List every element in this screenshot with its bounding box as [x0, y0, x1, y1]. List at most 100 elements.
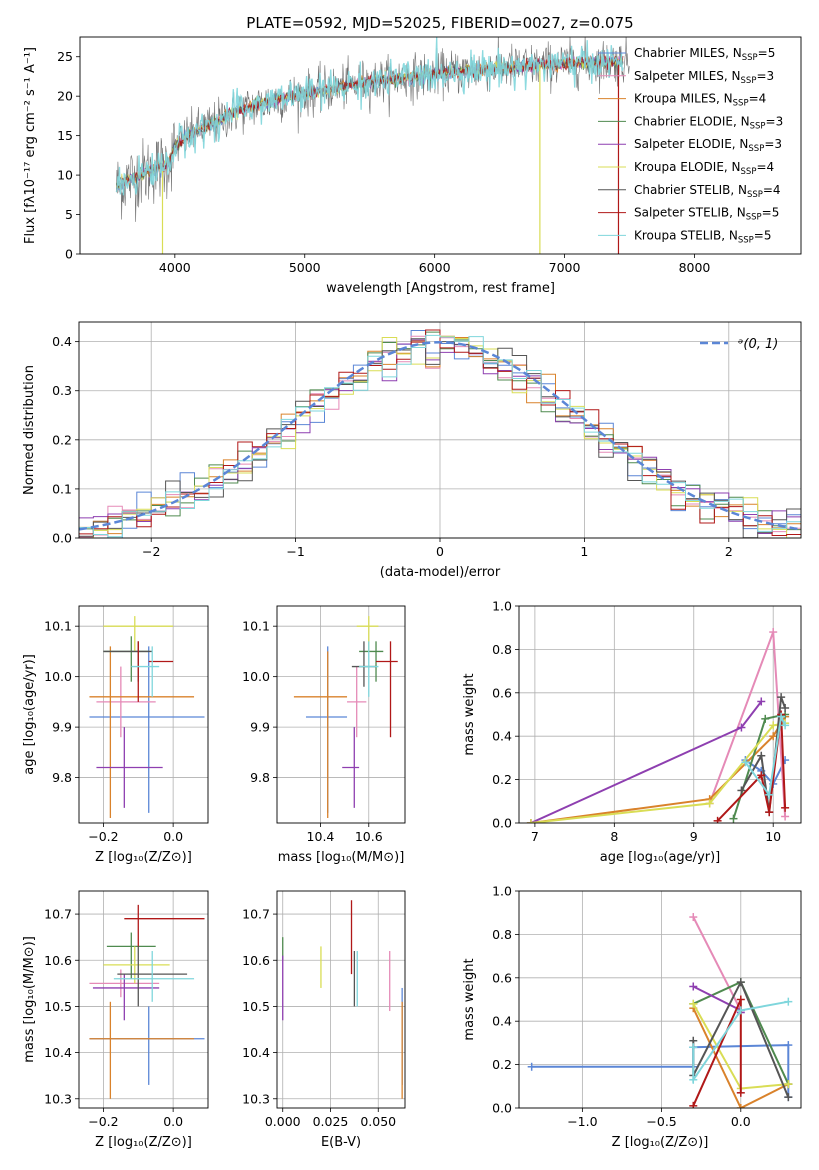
x-tick-label: 2 [725, 544, 733, 559]
x-tick-label: −1.0 [567, 1114, 597, 1129]
x-axis-label: Z [log₁₀(Z/Z⊙)] [95, 1135, 192, 1150]
series-line-salpeter-miles [692, 916, 742, 1011]
y-tick-label: 10.3 [44, 1091, 72, 1106]
y-tick-label: 0 [65, 247, 73, 262]
y-tick-label: 1.0 [492, 884, 512, 899]
legend-entry: Chabrier STELIB, NSSP=4 [634, 183, 781, 200]
legend-entry: Kroupa MILES, NSSP=4 [634, 92, 766, 109]
x-tick-label: 0.0 [731, 1114, 751, 1129]
series-line-kroupa-stelib [744, 713, 787, 798]
y-tick-label: 20 [57, 89, 73, 104]
spectrum-lines [115, 37, 630, 254]
weight_vs_age-axes: 7 8 9 10 0.0 0.2 0.4 0.6 0.8 1.0 age [log₁₀(age/yr… [462, 599, 801, 865]
y-axis-label: mass [log₁₀(M/M⊙)] [22, 936, 37, 1063]
series-line-chabrier-miles [531, 1044, 790, 1098]
x-tick-label: 5000 [289, 260, 321, 275]
mass_vs_Z-frame [78, 890, 209, 1109]
y-tick-label: 10.7 [44, 907, 72, 922]
x-tick-label: 4000 [159, 260, 191, 275]
mass_vs_ebv-axes: 0.000 0.025 0.050 10.3 10.4 10.5 10.6 10.7 E(B-V… [242, 891, 405, 1150]
y-tick-label: 10.0 [44, 669, 72, 684]
histogram-series [79, 329, 801, 538]
spectrum-axes: 4000 5000 6000 7000 8000 0 5 10 15 20 25 wavelength… [23, 47, 710, 296]
age_vs_mass-frame [276, 605, 406, 824]
weight_vs_Z-axes: −1.0 −0.5 0.0 0.0 0.2 0.4 0.6 0.8 1.0 Z [log₁₀(Z/… [462, 884, 801, 1150]
x-tick-label: 10.6 [355, 829, 383, 844]
series-line-kroupa-stelib [692, 1000, 789, 1084]
x-tick-label: 8 [610, 829, 618, 844]
x-tick-label: 7000 [549, 260, 581, 275]
y-tick-label: 0.2 [492, 1057, 512, 1072]
spectrum-frame [79, 36, 802, 255]
y-tick-label: 0.8 [492, 927, 512, 942]
weight_vs_age-series [526, 628, 790, 823]
legend-entry: Chabrier MILES, NSSP=5 [634, 46, 775, 63]
legend-entry: Kroupa STELIB, NSSP=5 [634, 228, 772, 245]
y-tick-label: 25 [57, 49, 73, 64]
x-tick-label: 7 [531, 829, 539, 844]
x-axis-label: wavelength [Angstrom, rest frame] [326, 281, 555, 296]
histogram-frame [78, 321, 802, 539]
spectrum-legend: Chabrier MILES, NSSP=5 Salpeter MILES, NS… [598, 46, 783, 245]
observed-spectrum-line [116, 37, 630, 222]
series-line-salpeter-stelib [716, 714, 787, 822]
x-tick-label: 0.025 [313, 1114, 349, 1129]
y-tick-label: 0.4 [492, 729, 512, 744]
x-tick-label: 1 [580, 544, 588, 559]
age_vs_Z-frame [78, 605, 209, 824]
y-tick-label: 0.0 [492, 1101, 512, 1116]
y-tick-label: 0.4 [52, 334, 72, 349]
x-tick-label: −0.2 [88, 829, 118, 844]
x-tick-label: 0.000 [265, 1114, 301, 1129]
mass_vs_Z-axes: −0.2 0.0 10.3 10.4 10.5 10.6 10.7 Z [log₁₀(Z/Z⊙… [22, 891, 208, 1150]
y-tick-label: 10.4 [44, 1045, 72, 1060]
y-tick-label: 10.6 [242, 953, 270, 968]
y-tick-label: 1.0 [492, 599, 512, 614]
x-tick-label: 0.050 [360, 1114, 396, 1129]
y-tick-label: 0.0 [492, 816, 512, 831]
mass_vs_Z-errorbars [89, 904, 205, 1099]
y-axis-label: Flux [fλ10⁻¹⁷ erg cm⁻² s⁻¹ A⁻¹] [23, 47, 38, 244]
series-line-chabrier-miles [744, 759, 786, 786]
x-axis-label: mass [log₁₀(M/M⊙)] [278, 850, 405, 865]
x-tick-label: 8000 [679, 260, 711, 275]
y-tick-label: 10.1 [44, 619, 72, 634]
y-tick-label: 0.6 [492, 685, 512, 700]
x-tick-label: −0.2 [88, 1114, 118, 1129]
x-axis-label: (data-model)/error [380, 565, 501, 580]
y-tick-label: 0.2 [492, 772, 512, 787]
y-tick-label: 0.8 [492, 642, 512, 657]
y-axis-label: mass weight [462, 673, 477, 755]
x-axis-label: age [log₁₀(age/yr)] [600, 850, 721, 865]
series-line-kroupa-miles [692, 1007, 789, 1108]
y-tick-label: 9.8 [52, 770, 72, 785]
y-tick-label: 15 [57, 128, 73, 143]
legend-entry: Salpeter MILES, NSSP=3 [634, 69, 774, 86]
mass_vs_ebv-errorbars [282, 900, 403, 1099]
x-tick-label: 6000 [419, 260, 451, 275]
x-tick-label: 0.0 [163, 829, 183, 844]
y-tick-label: 10.5 [44, 999, 72, 1014]
age_vs_mass-axes: 10.4 10.6 9.8 9.9 10.0 10.1 mass [log₁₀(M/M⊙)] [242, 606, 405, 865]
x-tick-label: −2 [142, 544, 160, 559]
age_vs_Z-errorbars [89, 616, 205, 818]
legend-entry: Salpeter ELODIE, NSSP=3 [634, 137, 782, 154]
y-tick-label: 9.8 [250, 770, 270, 785]
weight_vs_Z-series [527, 913, 793, 1108]
histogram-kroupa-stelib [79, 334, 801, 538]
x-tick-label: 10.4 [307, 829, 335, 844]
x-tick-label: 10 [765, 829, 781, 844]
legend-entry: Salpeter STELIB, NSSP=5 [634, 206, 779, 223]
y-tick-label: 0.4 [492, 1014, 512, 1029]
x-axis-label: E(B-V) [321, 1135, 361, 1150]
y-tick-label: 10.3 [242, 1091, 270, 1106]
weight_vs_age-frame [518, 605, 802, 824]
x-axis-label: Z [log₁₀(Z/Z⊙)] [612, 1135, 709, 1150]
spectrum-title: PLATE=0592, MJD=52025, FIBERID=0027, z=0… [246, 14, 633, 32]
y-tick-label: 10.6 [44, 953, 72, 968]
x-tick-label: 0 [436, 544, 444, 559]
legend-entry: Kroupa ELODIE, NSSP=4 [634, 160, 774, 177]
y-tick-label: 9.9 [250, 720, 270, 735]
y-axis-label: mass weight [462, 958, 477, 1040]
